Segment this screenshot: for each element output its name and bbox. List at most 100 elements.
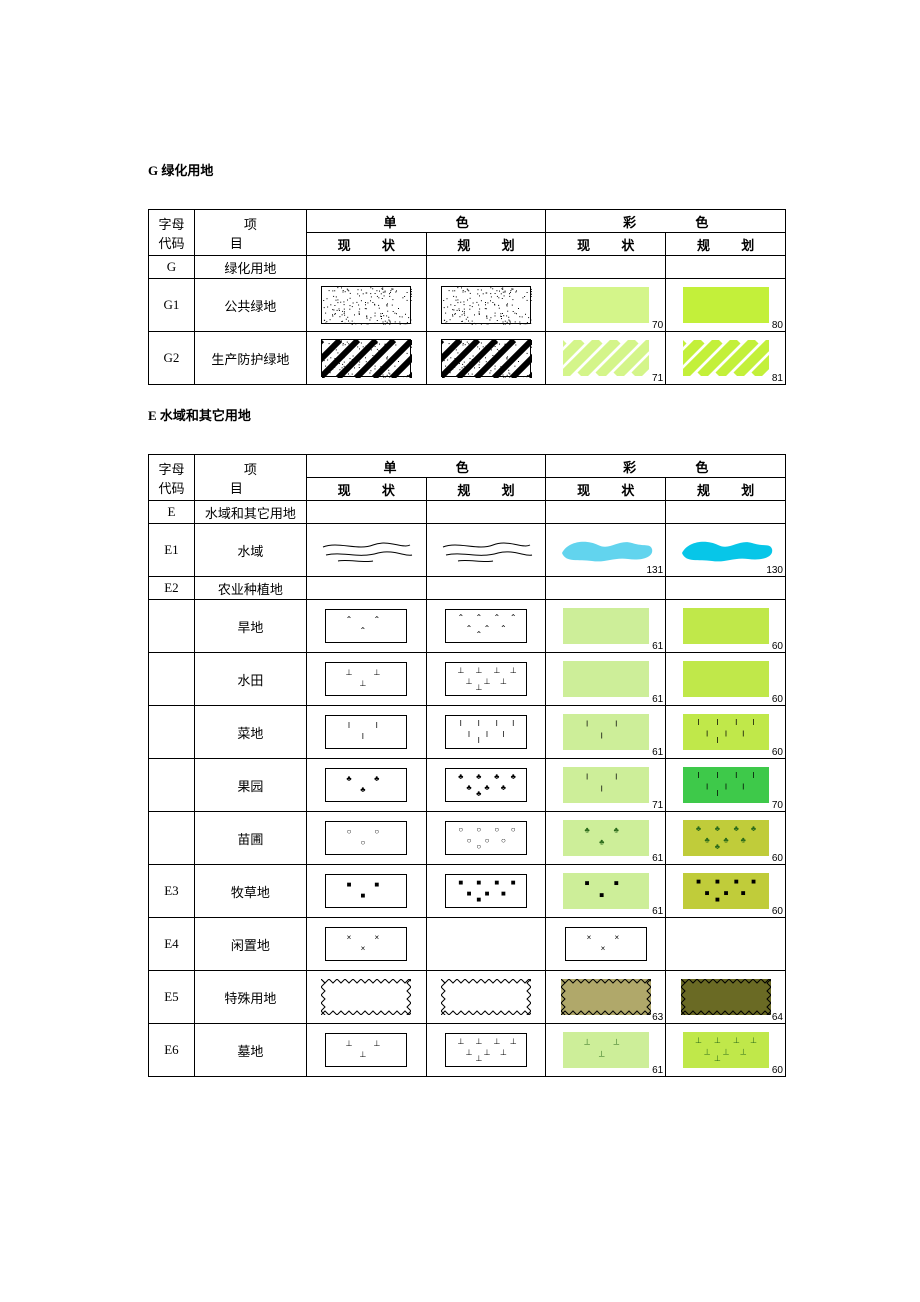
svg-text:♣: ♣ [714,842,720,851]
svg-text:■: ■ [614,879,619,888]
table-row: G2生产防护绿地7181 [149,332,786,385]
svg-text:○: ○ [476,842,481,851]
svg-text:I: I [496,719,498,728]
hdr-code-l2: 代码 [158,236,184,251]
cell-code [149,600,195,653]
swatch: III71 [546,759,665,811]
svg-text:⊥: ⊥ [457,666,464,675]
swatch: IIIIIIII60 [666,706,785,758]
swatch: 81 [666,332,785,384]
svg-text:I: I [376,721,378,730]
swatch-number: 61 [652,641,663,652]
svg-text:♣: ♣ [733,824,739,833]
cell-name: 墓地 [194,1024,306,1077]
cell-swatch: III61 [546,706,666,759]
svg-text:○: ○ [347,827,352,836]
swatch: ××× [307,918,426,970]
cell-swatch [306,577,426,600]
svg-text:♣: ♣ [494,772,500,781]
table-row: E5特殊用地6364 [149,971,786,1024]
swatch: 130 [666,524,785,576]
svg-text:I: I [486,730,488,739]
cell-swatch: III [306,706,426,759]
swatch: 64 [666,971,785,1023]
svg-text:⌃: ⌃ [475,613,482,622]
cell-swatch [666,256,786,279]
svg-text:■: ■ [723,888,728,897]
cell-swatch: ♣♣♣♣♣♣♣♣60 [666,812,786,865]
svg-text:I: I [478,736,480,745]
swatch [427,971,546,1023]
table-g-body: G绿化用地G1公共绿地7080G2生产防护绿地7181 [149,256,786,385]
svg-text:♣: ♣ [714,824,720,833]
cell-swatch [666,501,786,524]
cell-swatch [426,524,546,577]
table-row: E4闲置地×××××× [149,918,786,971]
hdr-code: 字母 代码 [149,455,195,501]
cell-code: E6 [149,1024,195,1077]
svg-text:■: ■ [751,877,756,886]
svg-text:⊥: ⊥ [484,677,491,686]
svg-text:■: ■ [375,880,380,889]
hdr-mono: 单 色 [306,455,546,478]
cell-swatch [306,971,426,1024]
swatch-number: 61 [652,1065,663,1076]
svg-text:I: I [716,789,718,798]
swatch: IIIIIIII70 [666,759,785,811]
cell-code [149,812,195,865]
cell-swatch: 81 [666,332,786,385]
cell-swatch [306,279,426,332]
svg-text:⊥: ⊥ [475,666,482,675]
cell-code [149,759,195,812]
svg-text:I: I [742,782,744,791]
svg-text:○: ○ [494,825,499,834]
svg-text:⊥: ⊥ [500,1048,507,1057]
svg-text:⌃: ⌃ [510,613,517,622]
svg-text:♣: ♣ [374,774,380,783]
svg-text:⊥: ⊥ [457,1037,464,1046]
cell-swatch [306,501,426,524]
svg-text:I: I [460,719,462,728]
svg-text:■: ■ [476,895,481,904]
svg-text:⊥: ⊥ [346,1039,353,1048]
svg-text:×: × [586,933,591,942]
swatch: ××× [546,918,665,970]
svg-text:I: I [362,732,364,741]
cell-code: E5 [149,971,195,1024]
cell-swatch [426,279,546,332]
svg-text:♣: ♣ [704,835,710,844]
svg-text:⌃: ⌃ [346,615,353,624]
svg-text:I: I [706,729,708,738]
hdr-code-l2: 代码 [158,481,184,496]
svg-text:⊥: ⊥ [510,1037,517,1046]
svg-text:■: ■ [476,878,481,887]
cell-name: 水域和其它用地 [194,501,306,524]
cell-code: E [149,501,195,524]
cell-name: 农业种植地 [194,577,306,600]
svg-text:I: I [752,771,754,780]
swatch: ⌃⌃⌃⌃⌃⌃⌃⌃ [427,600,546,652]
cell-name: 生产防护绿地 [194,332,306,385]
hdr-name: 项 目 [194,210,306,256]
cell-swatch [306,524,426,577]
swatch: III [307,706,426,758]
svg-text:⌃: ⌃ [374,615,381,624]
cell-swatch: ■■■ [306,865,426,918]
swatch: ○○○ [307,812,426,864]
svg-text:■: ■ [733,877,738,886]
svg-text:■: ■ [347,880,352,889]
swatch [307,524,426,576]
cell-swatch [426,501,546,524]
cell-swatch [306,332,426,385]
cell-code: G1 [149,279,195,332]
svg-text:⊥: ⊥ [475,1037,482,1046]
cell-name: 果园 [194,759,306,812]
svg-text:♣: ♣ [484,783,490,792]
hdr-mono-plan: 规 划 [426,478,546,501]
table-row: E3牧草地■■■■■■■■■■■■■■61■■■■■■■■60 [149,865,786,918]
table-row: 水田⊥⊥⊥⊥⊥⊥⊥⊥⊥⊥⊥6160 [149,653,786,706]
svg-text:I: I [586,720,588,729]
cell-swatch: 130 [666,524,786,577]
cell-swatch: 131 [546,524,666,577]
hdr-mono-status: 现 状 [306,478,426,501]
